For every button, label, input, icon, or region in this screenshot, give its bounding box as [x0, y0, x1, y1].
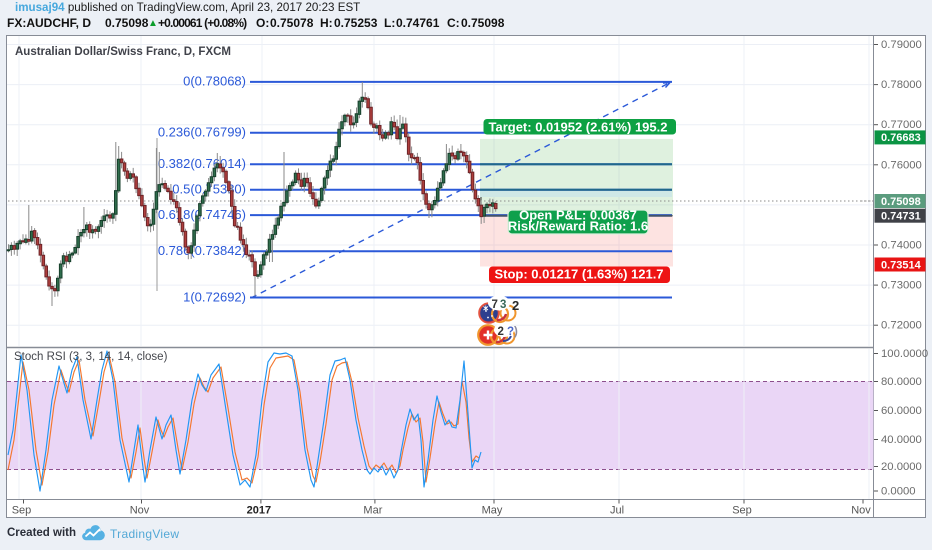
svg-text:2: 2 [512, 298, 519, 313]
svg-text:0.76683: 0.76683 [881, 132, 921, 144]
svg-text:80.0000: 80.0000 [881, 376, 922, 388]
svg-text:0.74000: 0.74000 [881, 240, 922, 252]
svg-text:0.72000: 0.72000 [881, 320, 922, 332]
svg-text:0.236(0.76799): 0.236(0.76799) [158, 125, 246, 140]
svg-text:2017: 2017 [247, 505, 271, 517]
svg-text:0.786(0.73842): 0.786(0.73842) [158, 243, 246, 258]
svg-text:2: 2 [498, 326, 504, 338]
svg-text:0.78000: 0.78000 [881, 79, 922, 91]
svg-text:Stoch RSI (3, 3, 14, 14, close: Stoch RSI (3, 3, 14, 14, close) [14, 351, 168, 363]
svg-text:60.0000: 60.0000 [881, 405, 922, 417]
svg-text:0(0.78068): 0(0.78068) [183, 74, 246, 89]
svg-text:0.382(0.76014): 0.382(0.76014) [158, 156, 246, 171]
svg-text:Open P&L: 0.00367: Open P&L: 0.00367 [519, 208, 637, 223]
svg-text:Target: 0.01952 (2.61%) 195.2: Target: 0.01952 (2.61%) 195.2 [489, 120, 668, 135]
svg-text:Risk/Reward Ratio: 1.6: Risk/Reward Ratio: 1.6 [508, 219, 648, 234]
svg-text:3: 3 [500, 299, 506, 311]
svg-text:Sep: Sep [732, 505, 752, 517]
svg-text:7: 7 [492, 299, 498, 311]
svg-text:0.73514: 0.73514 [881, 259, 922, 271]
svg-text:0.79000: 0.79000 [881, 39, 922, 51]
svg-text:): ) [514, 326, 518, 338]
svg-text:0.74731: 0.74731 [881, 211, 921, 223]
svg-text:0.73000: 0.73000 [881, 280, 922, 292]
svg-text:0.77000: 0.77000 [881, 119, 922, 131]
svg-text:Jul: Jul [610, 505, 624, 517]
svg-text:?: ? [507, 326, 514, 338]
svg-text:May: May [482, 505, 503, 517]
svg-text:0.76000: 0.76000 [881, 159, 922, 171]
svg-text:Stop: 0.01217 (1.63%) 121.7: Stop: 0.01217 (1.63%) 121.7 [494, 267, 663, 282]
svg-text:1(0.72692): 1(0.72692) [183, 289, 246, 304]
svg-text:Australian Dollar/Swiss Franc,: Australian Dollar/Swiss Franc, D, FXCM [15, 46, 231, 58]
svg-text:0.75098: 0.75098 [881, 196, 921, 208]
svg-text:40.0000: 40.0000 [881, 434, 922, 446]
svg-text:Sep: Sep [12, 505, 32, 517]
svg-text:0.618(0.74746): 0.618(0.74746) [158, 207, 246, 222]
svg-text:Nov: Nov [130, 505, 150, 517]
svg-text:Mar: Mar [363, 505, 382, 517]
svg-text:0.0000: 0.0000 [881, 486, 916, 498]
svg-text:100.0000: 100.0000 [881, 348, 928, 360]
svg-text:20.0000: 20.0000 [881, 461, 922, 473]
svg-text:Nov: Nov [851, 505, 871, 517]
